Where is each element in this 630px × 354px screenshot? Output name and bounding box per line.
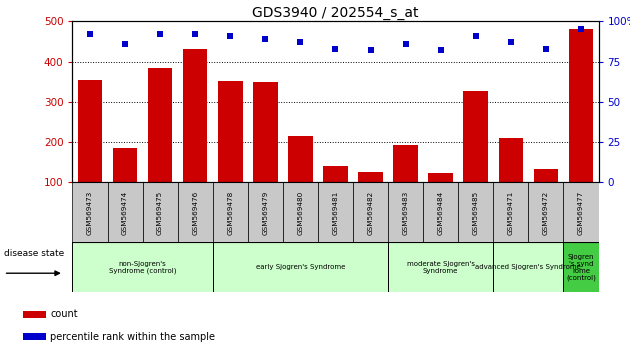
Text: GSM569482: GSM569482 [367,190,374,235]
Bar [323,166,348,223]
Point [576,27,586,32]
Point [506,39,516,45]
Bar [248,182,283,242]
Point [365,47,375,53]
Bar [77,80,102,223]
Text: GSM569471: GSM569471 [508,190,514,235]
Point [541,46,551,51]
Bar [283,182,318,242]
Text: GSM569479: GSM569479 [262,190,268,235]
Text: Sjogren
's synd
rome
(control): Sjogren 's synd rome (control) [566,253,596,281]
Text: GSM569473: GSM569473 [87,190,93,235]
Bar [388,182,423,242]
Text: disease state: disease state [4,249,64,258]
Bar [498,138,523,223]
Bar [423,182,458,242]
Title: GDS3940 / 202554_s_at: GDS3940 / 202554_s_at [252,6,419,20]
Bar [213,242,388,292]
Text: non-Sjogren's
Syndrome (control): non-Sjogren's Syndrome (control) [109,261,176,274]
Text: advanced Sjogren's Syndrome: advanced Sjogren's Syndrome [476,264,581,270]
Bar [529,182,563,242]
Point [435,47,445,53]
Bar [72,242,213,292]
Bar [358,172,383,223]
Text: GSM569477: GSM569477 [578,190,584,235]
Text: percentile rank within the sample: percentile rank within the sample [50,332,215,342]
Text: GSM569474: GSM569474 [122,190,128,235]
Bar [183,48,207,223]
Bar [178,182,213,242]
Point [226,33,236,39]
Bar [393,145,418,223]
Bar [108,182,142,242]
Text: GSM569475: GSM569475 [157,190,163,235]
Bar [458,182,493,242]
Bar [23,333,46,341]
Point [330,46,340,51]
Text: count: count [50,309,77,319]
Point [120,41,130,47]
Bar [72,182,108,242]
Bar [464,91,488,223]
Bar [23,311,46,318]
Bar [218,81,243,223]
Point [260,36,270,42]
Bar [213,182,248,242]
Bar [563,182,598,242]
Point [190,31,200,37]
Text: GSM569480: GSM569480 [297,190,304,235]
Text: GSM569476: GSM569476 [192,190,198,235]
Text: moderate Sjogren's
Syndrome: moderate Sjogren's Syndrome [407,261,474,274]
Point [155,31,165,37]
Text: GSM569483: GSM569483 [403,190,409,235]
Bar [493,242,563,292]
Bar [288,136,312,223]
Text: GSM569481: GSM569481 [333,190,338,235]
Point [85,31,95,37]
Bar [428,173,453,223]
Bar [563,242,598,292]
Text: GSM569485: GSM569485 [472,190,479,235]
Text: early Sjogren's Syndrome: early Sjogren's Syndrome [256,264,345,270]
Text: GSM569484: GSM569484 [438,190,444,235]
Bar [353,182,388,242]
Bar [534,169,558,223]
Bar [493,182,529,242]
Bar [388,242,493,292]
Bar [148,68,173,223]
Point [471,33,481,39]
Text: GSM569478: GSM569478 [227,190,233,235]
Point [295,39,306,45]
Bar [253,82,278,223]
Bar [318,182,353,242]
Bar [113,148,137,223]
Text: GSM569472: GSM569472 [543,190,549,235]
Bar [142,182,178,242]
Bar [569,29,593,223]
Point [401,41,411,47]
